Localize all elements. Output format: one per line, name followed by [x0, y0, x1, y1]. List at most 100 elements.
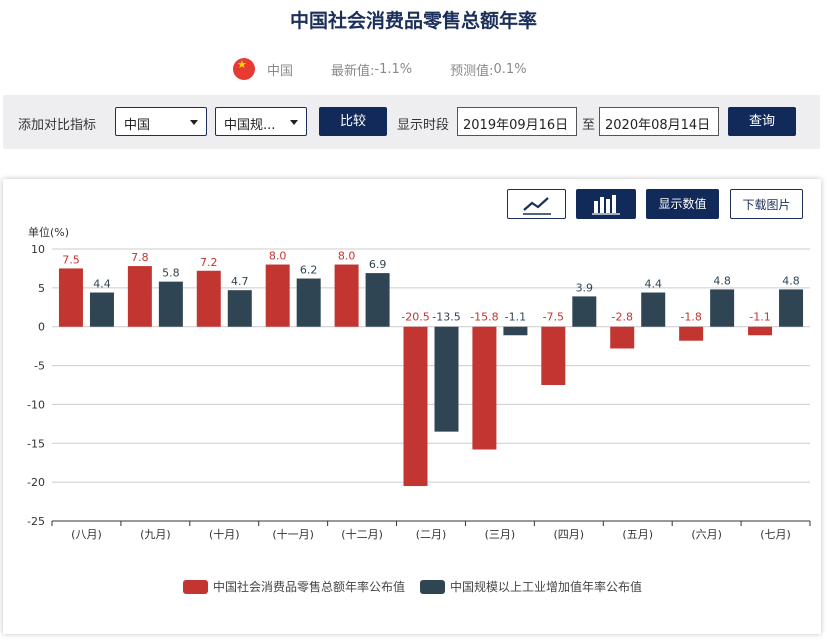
data-label-series-2: 4.8	[782, 274, 800, 287]
country-name: 中国	[267, 63, 294, 79]
data-label-series-1: -1.8	[680, 311, 701, 324]
compare-toolbar: 添加对比指标 中国 中国规... 比较 显示时段 2019年09月16日 至 2…	[3, 95, 820, 149]
show-values-button[interactable]: 显示数值	[646, 189, 719, 219]
date-to-input[interactable]: 2020年08月14日	[599, 107, 719, 136]
y-tick-label: -20	[27, 476, 45, 489]
bar-series-1	[541, 326, 566, 385]
data-label-series-1: 7.5	[62, 253, 80, 266]
bar-series-2	[503, 326, 528, 336]
china-flag-icon	[233, 58, 255, 80]
data-label-series-1: -7.5	[543, 311, 564, 324]
period-label: 显示时段	[397, 118, 450, 133]
page-title: 中国社会消费品零售总额年率	[289, 10, 537, 32]
line-chart-icon	[522, 197, 551, 215]
country-select-value: 中国	[124, 118, 151, 133]
bar-series-1	[265, 264, 290, 327]
data-label-series-2: 4.7	[231, 275, 249, 288]
data-label-series-1: -1.1	[749, 311, 770, 324]
query-button[interactable]: 查询	[728, 107, 796, 136]
indicator-select[interactable]: 中国规...	[215, 107, 307, 136]
legend-item-series-1[interactable]: 中国社会消费品零售总额年率公布值	[183, 578, 405, 595]
bar-series-2	[296, 278, 321, 327]
x-tick-label: (九月)	[140, 528, 171, 541]
y-axis-label: 单位(%)	[28, 225, 69, 239]
y-tick-label: -25	[27, 515, 45, 528]
x-tick-label: (七月)	[760, 528, 791, 541]
country-select[interactable]: 中国	[115, 107, 207, 136]
data-label-series-2: 3.9	[576, 281, 594, 294]
date-from-input[interactable]: 2019年09月16日	[457, 107, 577, 136]
indicator-meta: 中国 最新值: -1.1% 预测值: 0.1%	[233, 58, 527, 80]
data-label-series-2: -13.5	[432, 311, 460, 324]
legend-swatch-series-2	[420, 579, 446, 594]
bar-chart: 单位(%) 10 5 0 -5 -10 -15 -20 -25 (八月) 7.5 4.4 (九月) 7.8…	[27, 225, 811, 541]
y-tick-label: -5	[34, 360, 45, 373]
x-tick-label: (八月)	[71, 528, 102, 541]
x-tick-label: (三月)	[485, 528, 516, 541]
y-tick-label: 10	[31, 243, 45, 256]
x-tick-label: (十二月)	[341, 527, 383, 541]
data-label-series-1: 7.8	[131, 251, 149, 264]
x-tick-label: (十一月)	[272, 527, 314, 541]
bar-series-1	[472, 326, 497, 450]
bar-series-2	[158, 281, 183, 327]
chevron-down-icon	[190, 120, 198, 125]
date-separator: 至	[582, 118, 596, 133]
data-label-series-1: -15.8	[470, 311, 498, 324]
chart-card: 显示数值 下载图片 单位(%) 10 5 0 -5 -10 -15 -20 -25 (八月) 7.5…	[3, 179, 821, 634]
bar-series-2	[710, 289, 735, 327]
bar-series-2	[227, 290, 252, 327]
indicator-select-value: 中国规...	[224, 118, 276, 133]
bar-series-1	[679, 326, 704, 341]
data-label-series-2: 4.8	[713, 274, 731, 287]
chevron-down-icon	[290, 120, 298, 125]
chart-legend: 中国社会消费品零售总额年率公布值 中国规模以上工业增加值年率公布值	[183, 578, 657, 595]
forecast-value: 0.1%	[493, 61, 527, 77]
bar-series-1	[196, 270, 221, 327]
bar-series-1	[610, 326, 635, 349]
x-tick-label: (六月)	[691, 528, 722, 541]
forecast-label: 预测值:	[450, 63, 494, 79]
bar-chart-icon	[592, 195, 620, 215]
bar-chart-button[interactable]	[576, 189, 636, 219]
bar-series-1	[334, 264, 359, 327]
latest-label: 最新值:	[331, 63, 375, 79]
data-label-series-2: -1.1	[505, 311, 526, 324]
x-tick-label: (四月)	[554, 528, 585, 541]
data-label-series-1: 8.0	[338, 250, 356, 263]
x-tick-label: (二月)	[416, 528, 447, 541]
legend-label-series-1: 中国社会消费品零售总额年率公布值	[213, 580, 406, 594]
y-tick-label: -10	[27, 398, 45, 411]
compare-button[interactable]: 比较	[319, 107, 387, 136]
bar-series-2	[434, 326, 459, 432]
data-label-series-1: 7.2	[200, 256, 218, 269]
data-label-series-2: 5.8	[162, 267, 180, 280]
legend-swatch-series-1	[183, 579, 208, 594]
bar-series-2	[572, 296, 597, 327]
bar-series-2	[779, 289, 804, 327]
data-label-series-1: -2.8	[611, 311, 632, 324]
bar-series-2	[365, 273, 390, 327]
latest-value: -1.1%	[374, 61, 413, 77]
legend-label-series-2: 中国规模以上工业增加值年率公布值	[450, 580, 643, 594]
bar-series-2	[641, 292, 666, 327]
bar-series-1	[58, 268, 83, 327]
line-chart-button[interactable]	[507, 189, 566, 219]
download-image-button[interactable]: 下载图片	[730, 189, 803, 219]
data-label-series-2: 4.4	[644, 278, 662, 291]
bar-series-2	[89, 292, 114, 327]
y-tick-label: 0	[38, 321, 45, 334]
data-label-series-1: 8.0	[269, 250, 287, 263]
y-tick-label: 5	[38, 282, 45, 295]
data-label-series-2: 4.4	[93, 278, 111, 291]
bar-series-1	[403, 326, 428, 487]
x-tick-label: (五月)	[622, 528, 653, 541]
legend-item-series-2[interactable]: 中国规模以上工业增加值年率公布值	[420, 578, 642, 595]
x-tick-label: (十月)	[209, 527, 240, 541]
y-tick-label: -15	[27, 437, 45, 450]
data-label-series-2: 6.2	[300, 264, 318, 277]
data-label-series-2: 6.9	[369, 258, 387, 271]
bar-series-1	[748, 326, 773, 336]
data-label-series-1: -20.5	[401, 311, 429, 324]
bar-series-1	[127, 266, 152, 327]
